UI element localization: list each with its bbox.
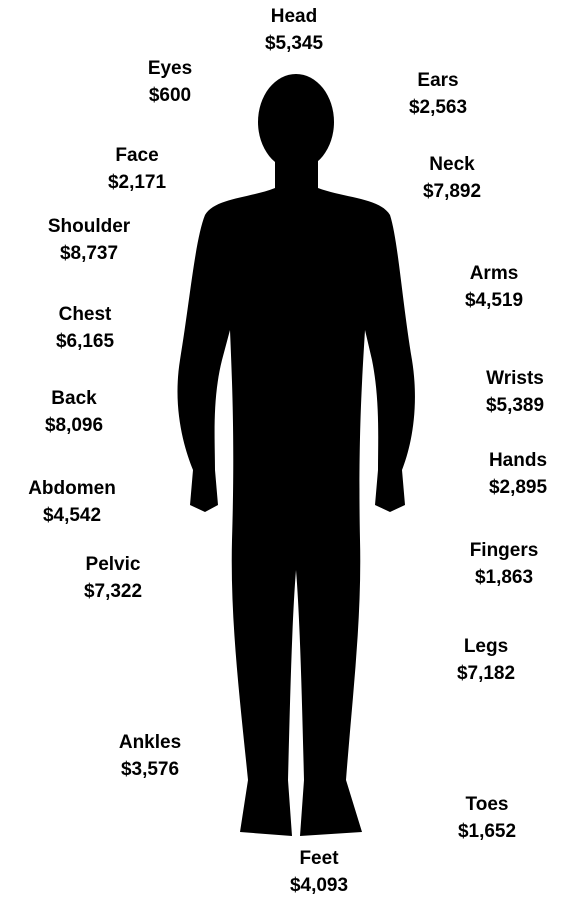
body-part-name: Fingers bbox=[470, 540, 539, 561]
body-part-name: Feet bbox=[299, 848, 339, 869]
body-part-name: Eyes bbox=[148, 58, 192, 79]
body-part-amount: $8,737 bbox=[60, 243, 118, 264]
body-part-name: Ankles bbox=[119, 732, 181, 753]
body-part-name: Ears bbox=[417, 70, 458, 91]
body-part-name: Wrists bbox=[486, 368, 544, 389]
body-part-amount: $7,322 bbox=[84, 581, 142, 602]
body-part-name: Chest bbox=[59, 304, 112, 325]
body-part-amount: $5,389 bbox=[486, 395, 544, 416]
body-part-name: Toes bbox=[466, 794, 509, 815]
body-part-name: Abdomen bbox=[28, 478, 116, 499]
body-part-amount: $8,096 bbox=[45, 415, 103, 436]
silhouette-head bbox=[258, 74, 334, 170]
body-part-name: Back bbox=[51, 388, 97, 409]
body-part-amount: $1,652 bbox=[458, 821, 516, 842]
body-part-amount: $2,563 bbox=[409, 97, 467, 118]
body-part-name: Face bbox=[115, 145, 158, 166]
body-part-name: Head bbox=[271, 6, 317, 27]
body-part-amount: $7,182 bbox=[457, 663, 515, 684]
body-part-name: Hands bbox=[489, 450, 547, 471]
body-part-name: Pelvic bbox=[86, 554, 141, 575]
body-part-amount: $4,542 bbox=[43, 505, 101, 526]
body-infographic: Head $5,345 Eyes $600 Ears $2,563 Face $2,171 Ne… bbox=[0, 0, 563, 903]
body-part-amount: $600 bbox=[149, 85, 191, 106]
body-part-amount: $6,165 bbox=[56, 331, 115, 352]
silhouette-body bbox=[177, 158, 414, 836]
body-part-amount: $4,519 bbox=[465, 290, 523, 311]
body-part-amount: $1,863 bbox=[475, 567, 533, 588]
body-part-name: Legs bbox=[464, 636, 508, 657]
body-part-name: Arms bbox=[470, 263, 519, 284]
body-part-amount: $3,576 bbox=[121, 759, 179, 780]
body-part-amount: $5,345 bbox=[265, 33, 324, 54]
body-part-name: Shoulder bbox=[48, 216, 131, 237]
body-part-name: Neck bbox=[429, 154, 475, 175]
body-part-amount: $7,892 bbox=[423, 181, 481, 202]
body-part-amount: $2,895 bbox=[489, 477, 548, 498]
silhouette bbox=[177, 74, 414, 836]
body-part-amount: $4,093 bbox=[290, 875, 348, 896]
body-part-amount: $2,171 bbox=[108, 172, 167, 193]
